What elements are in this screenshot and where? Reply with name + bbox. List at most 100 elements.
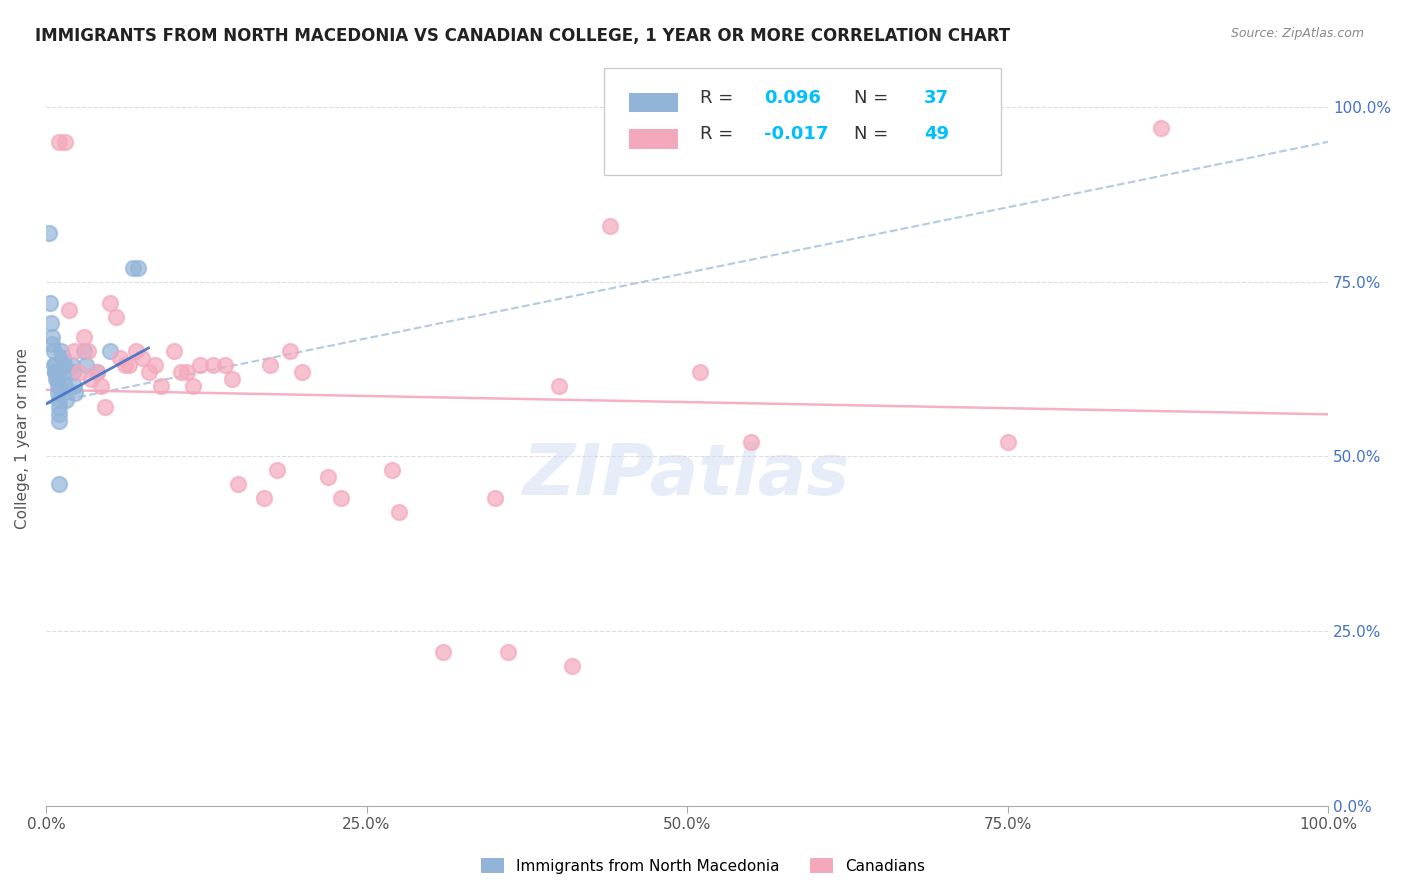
Point [125,344,148,359]
Point [53,135,76,149]
Text: -0.017: -0.017 [763,125,828,144]
Point [169,365,191,379]
Point [48,135,70,149]
FancyBboxPatch shape [630,129,678,149]
Text: 49: 49 [924,125,949,144]
Point [266,463,288,477]
Point [188,359,211,373]
Point [1150,120,1173,135]
Point [51,344,73,359]
FancyBboxPatch shape [630,93,678,112]
Point [46,379,69,393]
Point [259,359,281,373]
Point [52,351,75,366]
Point [561,658,583,673]
Point [38,295,60,310]
Point [316,470,339,484]
Point [46,372,69,386]
Point [118,359,141,373]
Point [150,379,173,393]
Point [73,330,96,344]
Point [496,645,519,659]
Point [291,365,314,379]
Point [163,344,186,359]
Point [46,386,69,401]
Point [226,477,249,491]
Point [44,365,66,379]
Point [122,260,145,275]
Point [94,401,117,415]
Point [201,359,224,373]
Point [42,344,65,359]
Point [75,359,97,373]
FancyBboxPatch shape [603,69,1001,175]
Point [60,359,83,373]
Point [48,407,70,421]
Text: N =: N = [853,88,894,107]
Point [39,317,62,331]
Point [52,351,75,366]
Text: 0.096: 0.096 [763,88,821,107]
Point [90,379,112,393]
Point [997,435,1019,450]
Point [329,491,352,505]
Point [381,463,404,477]
Point [44,365,66,379]
Point [55,393,77,408]
Legend: Immigrants from North Macedonia, Canadians: Immigrants from North Macedonia, Canadia… [475,852,931,880]
Point [599,219,621,233]
Point [65,386,87,401]
Point [77,344,100,359]
Y-axis label: College, 1 year or more: College, 1 year or more [15,348,30,529]
Point [38,226,60,240]
Point [53,365,76,379]
Text: Source: ZipAtlas.com: Source: ZipAtlas.com [1230,27,1364,40]
Point [63,344,86,359]
Point [48,477,70,491]
Point [52,359,75,373]
Point [484,491,506,505]
Point [105,310,128,324]
Point [387,505,409,519]
Point [547,379,569,393]
Point [689,365,711,379]
Point [86,365,108,379]
Point [58,302,80,317]
Point [42,359,65,373]
Point [740,435,762,450]
Point [67,365,90,379]
Text: ZIPatlas: ZIPatlas [523,441,851,510]
Text: R =: R = [700,125,740,144]
Point [41,337,63,351]
Point [86,365,108,379]
Point [432,645,454,659]
Point [80,372,103,386]
Point [62,365,84,379]
Point [98,295,121,310]
Point [41,330,63,344]
Point [214,359,236,373]
Point [48,393,70,408]
Point [48,414,70,428]
Point [44,359,66,373]
Point [143,359,166,373]
Point [73,344,96,359]
Point [45,372,67,386]
Point [45,365,67,379]
Point [278,344,301,359]
Text: R =: R = [700,88,740,107]
Point [114,359,136,373]
Point [98,344,121,359]
Text: 37: 37 [924,88,949,107]
Point [221,372,243,386]
Point [183,379,205,393]
Point [48,401,70,415]
Point [53,379,76,393]
Point [110,351,132,366]
Point [127,260,149,275]
Point [63,379,86,393]
Point [253,491,276,505]
Text: IMMIGRANTS FROM NORTH MACEDONIA VS CANADIAN COLLEGE, 1 YEAR OR MORE CORRELATION : IMMIGRANTS FROM NORTH MACEDONIA VS CANAD… [35,27,1011,45]
Text: N =: N = [853,125,894,144]
Point [176,365,198,379]
